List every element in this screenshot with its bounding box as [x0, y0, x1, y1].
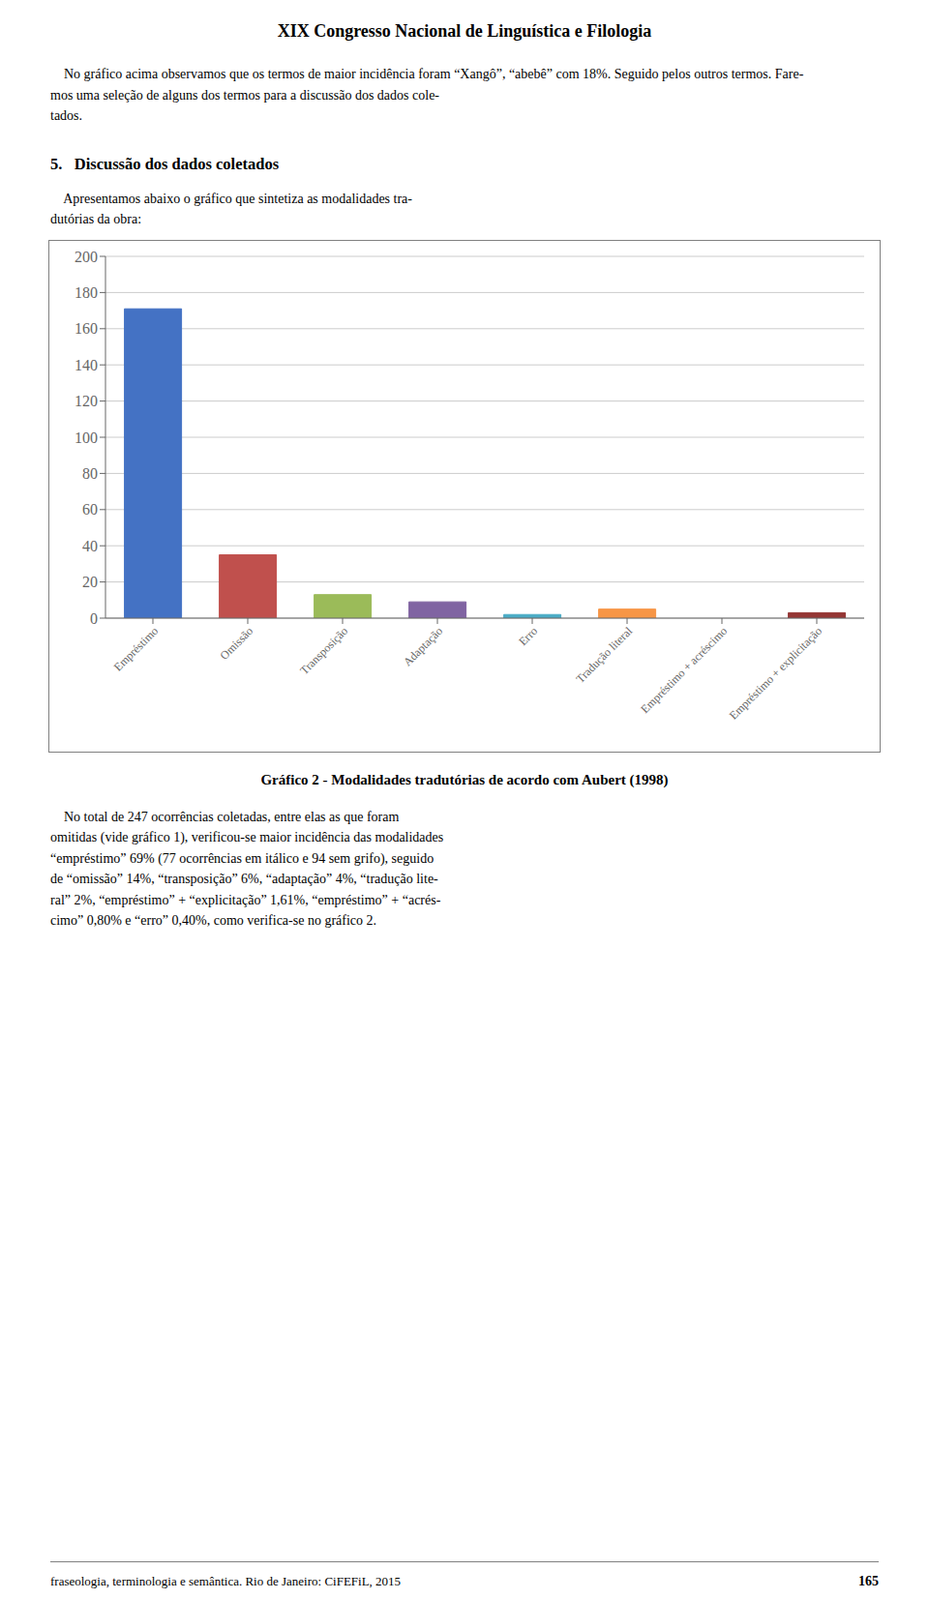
html-text:5. Discussão dos dados coletad: 5. Discussão dos dados coletados [50, 154, 279, 173]
html-text:Apresentamos abaixo o gráfico: Apresentamos abaixo o gráfico que sintet… [50, 191, 413, 206]
svg-text:Omissão: Omissão [217, 624, 257, 663]
html-text:ral” 2%, “empréstimo” + “expli: ral” 2%, “empréstimo” + “explicitação” 1… [50, 892, 441, 908]
html-text:omitidas (vide gráfico 1), ver: omitidas (vide gráfico 1), verificou-se … [50, 830, 444, 845]
html-text:cimo” 0,80% e “erro” 0,40%, co: cimo” 0,80% e “erro” 0,40%, como verific… [50, 913, 377, 929]
svg-text:Empréstimo: Empréstimo [111, 624, 161, 674]
html-text:mos uma seleção de alguns dos: mos uma seleção de alguns dos termos par… [50, 87, 440, 103]
svg-text:60: 60 [82, 501, 98, 518]
svg-text:140: 140 [74, 356, 98, 373]
html-text:dutórias da obra:: dutórias da obra: [50, 211, 142, 227]
svg-text:Tradução literal: Tradução literal [573, 623, 636, 686]
svg-text:40: 40 [82, 537, 98, 554]
svg-text:Transposição: Transposição [297, 624, 351, 678]
html-text:No gráfico acima observamos qu: No gráfico acima observamos que os termo… [50, 66, 804, 82]
svg-text:200: 200 [74, 247, 98, 265]
svg-text:120: 120 [74, 392, 98, 410]
html-text:tados.: tados. [50, 108, 83, 123]
html-text:de “omissão” 14%, “transposiçã: de “omissão” 14%, “transposição” 6%, “ad… [50, 871, 439, 887]
svg-text:100: 100 [74, 428, 98, 446]
svg-text:Adaptação: Adaptação [400, 624, 446, 669]
svg-text:180: 180 [74, 284, 98, 301]
svg-text:80: 80 [82, 465, 98, 482]
svg-text:160: 160 [74, 320, 98, 337]
svg-text:0: 0 [89, 609, 98, 627]
html-text:Gráfico 2 - Modalidades tradut: Gráfico 2 - Modalidades tradutórias de a… [260, 771, 669, 788]
svg-text:20: 20 [82, 573, 98, 591]
svg-text:Empréstimo + acréscimo: Empréstimo + acréscimo [637, 624, 730, 717]
html-text:No total de 247 ocorrências co: No total de 247 ocorrências coletadas, e… [50, 809, 400, 825]
svg-text:Empréstimo + explicitação: Empréstimo + explicitação [726, 624, 825, 722]
html-text:165: 165 [858, 1574, 879, 1589]
html-text:XIX Congresso Nacional de Ling: XIX Congresso Nacional de Linguística e … [277, 21, 652, 41]
html-text:“empréstimo” 69% (77 ocorrênci: “empréstimo” 69% (77 ocorrências em itál… [50, 851, 434, 866]
html-text:fraseologia, terminologia e se: fraseologia, terminologia e semântica. R… [50, 1574, 401, 1589]
svg-text:Erro: Erro [515, 624, 540, 649]
